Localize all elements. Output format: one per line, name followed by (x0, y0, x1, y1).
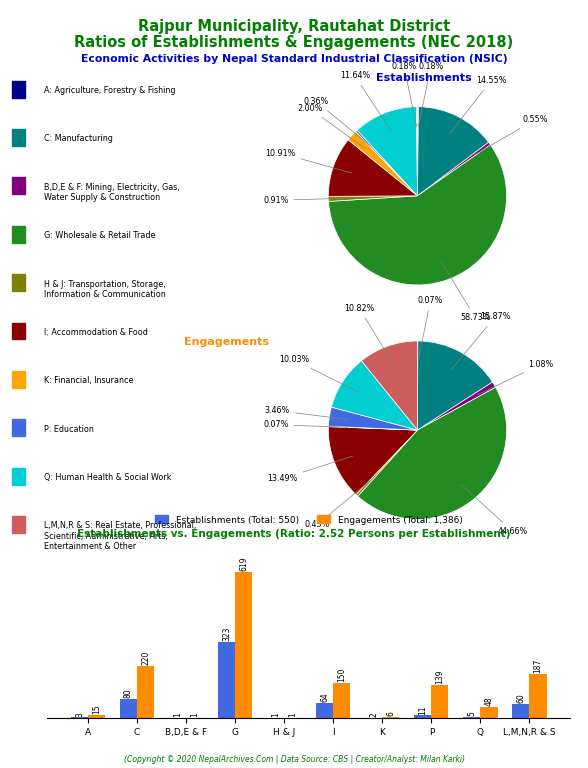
Bar (432, 685, 449, 718)
Text: 10.03%: 10.03% (279, 356, 359, 392)
Wedge shape (329, 144, 507, 285)
Text: Engagements: Engagements (184, 336, 269, 347)
Text: Ratios of Establishments & Engagements (NEC 2018): Ratios of Establishments & Engagements (… (74, 35, 514, 50)
Text: 6: 6 (386, 711, 395, 716)
Text: H & J: Transportation, Storage,
Information & Communication: H & J: Transportation, Storage, Informat… (44, 280, 166, 299)
Bar (382, 717, 399, 718)
Bar (137, 666, 154, 718)
Text: 11.64%: 11.64% (340, 71, 392, 131)
Text: I: Accommodation & Food: I: Accommodation & Food (44, 328, 148, 337)
Wedge shape (332, 361, 417, 430)
Text: 619: 619 (239, 556, 248, 571)
Bar (235, 571, 252, 718)
Text: Rajpur Municipality, Rautahat District: Rajpur Municipality, Rautahat District (138, 19, 450, 35)
Wedge shape (328, 196, 417, 201)
Text: 3.46%: 3.46% (265, 406, 349, 419)
Bar (463, 717, 480, 718)
Text: 0.18%: 0.18% (418, 62, 443, 126)
Text: 1: 1 (271, 713, 280, 717)
Text: 150: 150 (338, 667, 346, 682)
Wedge shape (356, 131, 417, 196)
Text: 323: 323 (222, 627, 231, 641)
Wedge shape (417, 382, 496, 430)
Bar (529, 674, 547, 718)
Text: 0.55%: 0.55% (474, 115, 547, 155)
Text: (Copyright © 2020 NepalArchives.Com | Data Source: CBS | Creator/Analyst: Milan : (Copyright © 2020 NepalArchives.Com | Da… (123, 755, 465, 764)
Text: Q: Human Health & Social Work: Q: Human Health & Social Work (44, 473, 172, 482)
Text: L,M,N,R & S: Real Estate, Professional,
Scientific, Administrative, Arts,
Entert: L,M,N,R & S: Real Estate, Professional, … (44, 521, 196, 551)
Text: Economic Activities by Nepal Standard Industrial Classification (NSIC): Economic Activities by Nepal Standard In… (81, 54, 507, 64)
Wedge shape (356, 430, 417, 496)
Bar (120, 699, 137, 718)
Text: 3: 3 (75, 712, 84, 717)
Text: C: Manufacturing: C: Manufacturing (44, 134, 113, 144)
Wedge shape (358, 387, 507, 519)
Wedge shape (416, 107, 417, 196)
Text: 60: 60 (516, 694, 525, 703)
Bar (88, 714, 105, 718)
Text: 0.18%: 0.18% (392, 62, 417, 126)
Text: 1.08%: 1.08% (477, 359, 554, 395)
Text: 5: 5 (467, 711, 476, 717)
Text: P: Education: P: Education (44, 425, 94, 434)
Text: 15: 15 (92, 704, 101, 713)
Wedge shape (329, 407, 417, 430)
Legend: Establishments (Total: 550), Engagements (Total: 1,386): Establishments (Total: 550), Engagements… (151, 511, 466, 528)
Wedge shape (348, 131, 417, 196)
Text: A: Agriculture, Forestry & Fishing: A: Agriculture, Forestry & Fishing (44, 86, 176, 95)
Text: 48: 48 (485, 697, 493, 706)
Text: 0.91%: 0.91% (263, 196, 348, 205)
Text: 64: 64 (320, 693, 329, 702)
Bar (316, 703, 333, 718)
Wedge shape (417, 341, 493, 430)
Text: Establishments: Establishments (376, 73, 471, 83)
Wedge shape (362, 341, 417, 430)
Text: 139: 139 (435, 670, 445, 684)
Wedge shape (328, 140, 417, 197)
Text: 10.91%: 10.91% (265, 148, 352, 173)
Text: B,D,E & F: Mining, Electricity, Gas,
Water Supply & Construction: B,D,E & F: Mining, Electricity, Gas, Wat… (44, 183, 180, 202)
Text: 0.07%: 0.07% (263, 420, 348, 429)
Bar (480, 707, 497, 718)
Text: K: Financial, Insurance: K: Financial, Insurance (44, 376, 133, 386)
Text: 0.36%: 0.36% (304, 98, 370, 145)
Bar (333, 683, 350, 718)
Text: 0.43%: 0.43% (305, 481, 370, 529)
Bar (512, 704, 529, 718)
Wedge shape (417, 107, 419, 196)
Text: 1: 1 (173, 713, 182, 717)
Text: Establishments vs. Engagements (Ratio: 2.52 Persons per Establishment): Establishments vs. Engagements (Ratio: 2… (77, 529, 511, 539)
Text: 80: 80 (124, 689, 133, 698)
Wedge shape (417, 142, 490, 196)
Text: 15.87%: 15.87% (452, 313, 510, 369)
Bar (218, 641, 235, 718)
Text: 1: 1 (288, 713, 298, 717)
Wedge shape (417, 107, 489, 196)
Text: 1: 1 (190, 713, 199, 717)
Text: 10.82%: 10.82% (344, 304, 394, 365)
Wedge shape (328, 427, 417, 495)
Bar (414, 716, 432, 718)
Text: G: Wholesale & Retail Trade: G: Wholesale & Retail Trade (44, 231, 156, 240)
Text: 2: 2 (369, 712, 378, 717)
Wedge shape (329, 426, 417, 430)
Text: 44.66%: 44.66% (461, 485, 528, 536)
Text: 0.07%: 0.07% (417, 296, 443, 360)
Text: 13.49%: 13.49% (268, 456, 353, 483)
Text: 187: 187 (533, 659, 543, 673)
Text: 58.73%: 58.73% (441, 261, 490, 323)
Text: 14.55%: 14.55% (449, 76, 506, 134)
Text: 11: 11 (418, 705, 427, 715)
Wedge shape (358, 107, 417, 196)
Text: 2.00%: 2.00% (297, 104, 366, 149)
Text: 220: 220 (141, 651, 150, 665)
